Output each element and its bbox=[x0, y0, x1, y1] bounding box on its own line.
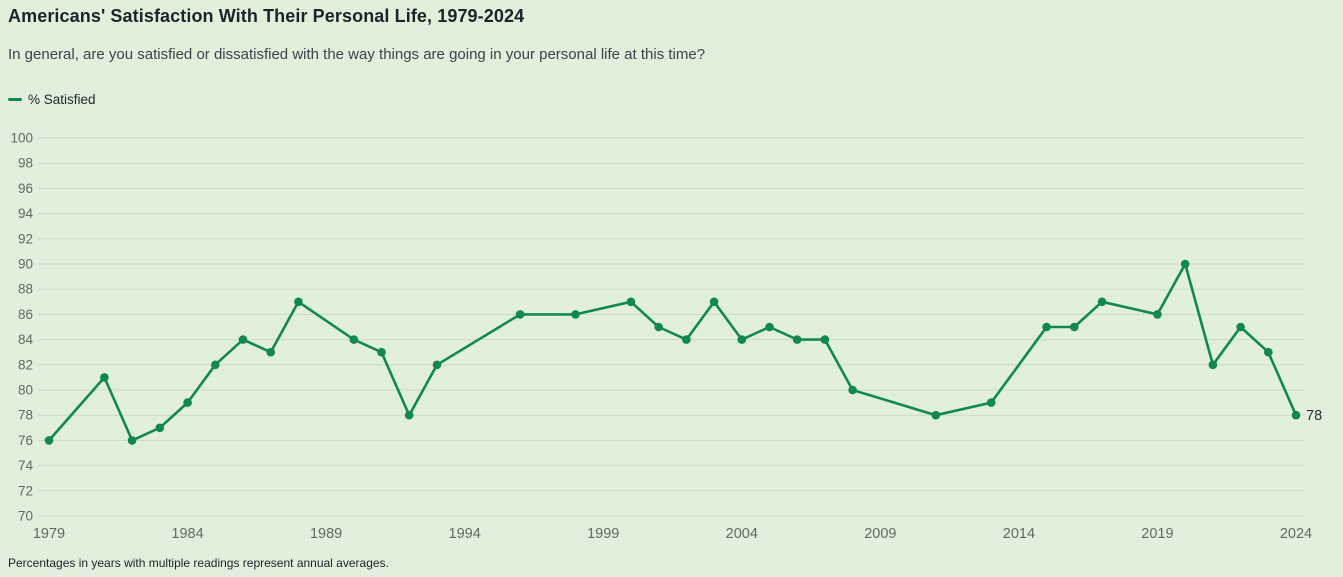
y-tick-label: 94 bbox=[18, 206, 34, 221]
data-point bbox=[931, 410, 941, 420]
x-tick-label: 2019 bbox=[1141, 526, 1173, 542]
data-point bbox=[792, 335, 802, 344]
data-point bbox=[765, 322, 774, 332]
data-point bbox=[349, 335, 359, 344]
data-point bbox=[155, 423, 165, 433]
data-point bbox=[571, 310, 580, 319]
series-line bbox=[47, 262, 1298, 442]
x-tick-label: 2009 bbox=[864, 526, 896, 542]
data-point bbox=[515, 310, 525, 319]
legend-line-swatch-icon bbox=[8, 98, 22, 101]
data-point bbox=[1208, 360, 1218, 370]
data-point bbox=[127, 436, 137, 445]
data-point bbox=[848, 385, 857, 395]
x-tick-label: 1994 bbox=[449, 526, 481, 542]
y-tick-label: 78 bbox=[18, 408, 33, 423]
data-point bbox=[626, 297, 636, 307]
y-tick-label: 88 bbox=[18, 282, 33, 297]
y-tick-label: 96 bbox=[18, 181, 33, 196]
data-point bbox=[44, 436, 54, 445]
legend-label: % Satisfied bbox=[28, 92, 96, 107]
data-point bbox=[682, 335, 691, 344]
data-point bbox=[211, 360, 220, 370]
x-tick-label: 2024 bbox=[1280, 526, 1312, 542]
data-point bbox=[986, 398, 996, 407]
data-point bbox=[1236, 322, 1245, 332]
data-point bbox=[266, 347, 276, 357]
y-tick-label: 82 bbox=[18, 357, 33, 372]
y-tick-label: 84 bbox=[18, 332, 34, 347]
data-point bbox=[1153, 310, 1162, 319]
y-tick-label: 86 bbox=[18, 307, 33, 322]
x-tick-label: 1999 bbox=[587, 526, 619, 542]
data-point bbox=[377, 347, 386, 357]
y-tick-label: 98 bbox=[18, 156, 33, 171]
data-point bbox=[404, 410, 414, 420]
data-point bbox=[238, 335, 248, 344]
data-point bbox=[183, 398, 192, 407]
y-tick-label: 74 bbox=[18, 458, 34, 473]
data-point bbox=[709, 297, 719, 307]
chart-subtitle: In general, are you satisfied or dissati… bbox=[8, 46, 706, 63]
end-value-label: 78 bbox=[1306, 408, 1322, 424]
data-point bbox=[1180, 259, 1190, 269]
x-tick-label: 1989 bbox=[310, 526, 342, 542]
data-point bbox=[1070, 322, 1079, 332]
x-tick-label: 2014 bbox=[1003, 526, 1035, 542]
data-point bbox=[432, 360, 442, 370]
data-point bbox=[1264, 347, 1273, 357]
x-tick-label: 1979 bbox=[33, 526, 65, 542]
data-point bbox=[294, 297, 303, 307]
y-tick-label: 92 bbox=[18, 231, 33, 246]
data-point bbox=[1042, 322, 1051, 332]
data-point bbox=[820, 335, 830, 344]
data-point bbox=[654, 322, 663, 332]
data-point bbox=[737, 335, 747, 344]
x-tick-label: 1984 bbox=[171, 526, 203, 542]
y-tick-label: 100 bbox=[10, 131, 33, 146]
y-tick-label: 80 bbox=[18, 383, 33, 398]
data-point bbox=[1097, 297, 1107, 307]
y-tick-label: 72 bbox=[18, 483, 33, 498]
data-point bbox=[100, 373, 109, 382]
chart-title: Americans' Satisfaction With Their Perso… bbox=[8, 6, 525, 26]
chart-footnote: Percentages in years with multiple readi… bbox=[8, 556, 389, 570]
y-tick-label: 76 bbox=[18, 433, 33, 448]
legend: % Satisfied bbox=[8, 92, 96, 107]
y-tick-label: 90 bbox=[18, 257, 33, 272]
data-point bbox=[1291, 410, 1301, 420]
x-tick-label: 2004 bbox=[726, 526, 758, 542]
y-tick-label: 70 bbox=[18, 509, 33, 524]
